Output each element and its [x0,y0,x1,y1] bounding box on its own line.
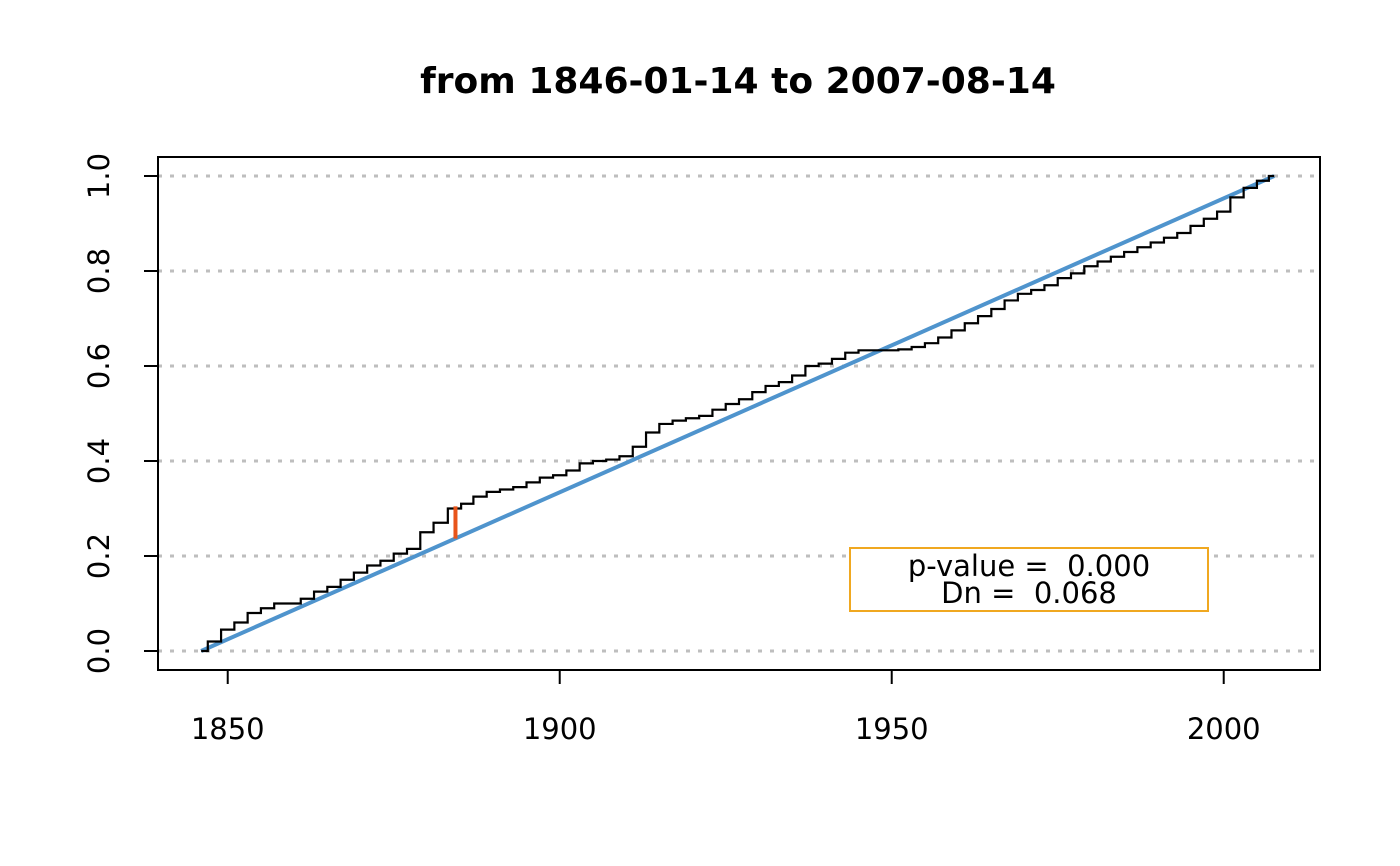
y-tick-label: 0.4 [82,438,116,484]
axes-layer: 1850 1900 1950 2000 0.0 0.2 0.4 0.6 0.8 1.0 [82,153,1321,746]
y-tick-label: 0.8 [82,248,116,294]
y-tick-label: 0.2 [82,533,116,579]
x-tick-label: 1850 [191,712,265,746]
uniform-cdf-line [200,174,1275,653]
plot-frame [157,156,1321,671]
x-tick-label: 2000 [1187,712,1261,746]
chart-title: from 1846-01-14 to 2007-08-14 [420,61,1056,102]
x-tick-label: 1900 [523,712,597,746]
empirical-cdf-line [201,174,1275,653]
series-layer [200,174,1275,653]
grid-lines [158,174,1320,653]
p-value-label: p-value = 0.000 [908,549,1150,583]
dn-statistic-label: Dn = 0.068 [941,576,1117,610]
y-tick-label: 0.0 [82,628,116,674]
y-tick-label: 1.0 [82,153,116,199]
legend-frame [849,547,1209,612]
x-tick-label: 1950 [855,712,929,746]
y-tick-label: 0.6 [82,343,116,389]
